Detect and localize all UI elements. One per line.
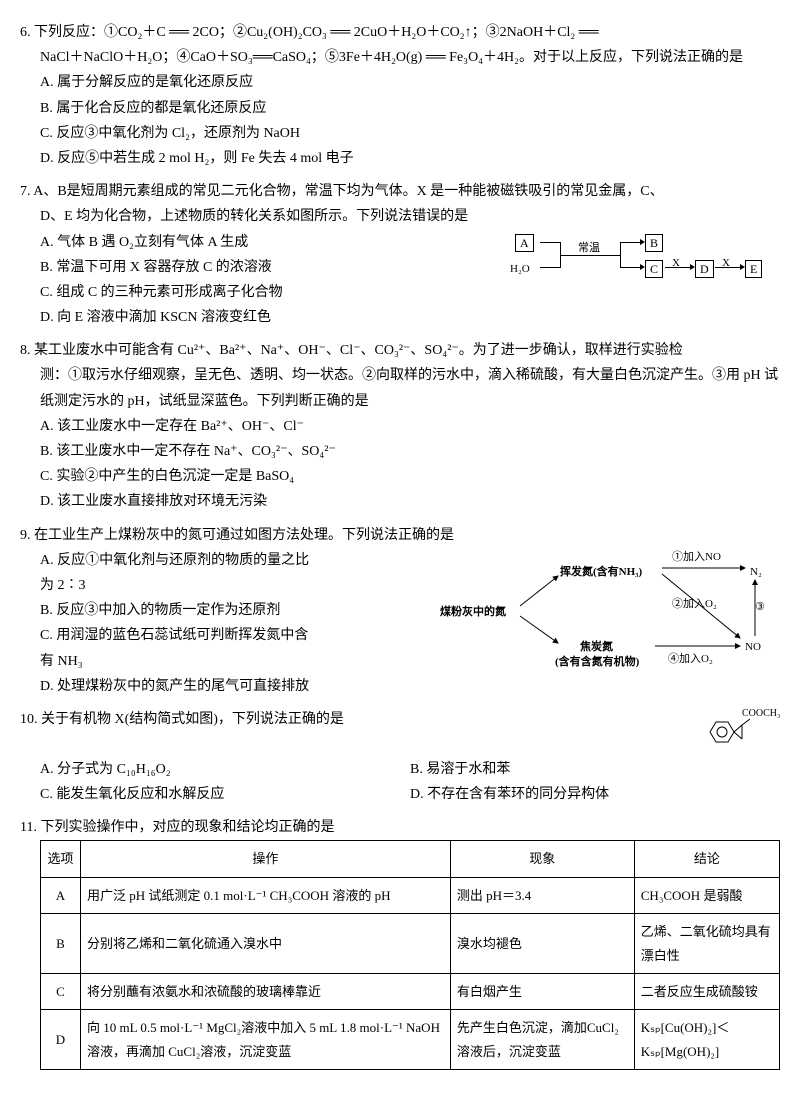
q7-stem2: D、E 均为化合物，上述物质的转化关系如图所示。下列说法错误的是 bbox=[20, 204, 780, 229]
q7-num: 7. bbox=[20, 184, 31, 199]
d7-box-d: D bbox=[695, 260, 714, 278]
q11-table: 选项 操作 现象 结论 A用广泛 pH 试纸测定 0.1 mol·L⁻¹ CH₃… bbox=[40, 840, 780, 1070]
q8-opt-c: C. 实验②中产生的白色沉淀一定是 BaSO₄ bbox=[20, 464, 780, 489]
table-cell: B bbox=[41, 914, 81, 974]
th-opt: 选项 bbox=[41, 841, 81, 877]
q8-opt-d: D. 该工业废水直接排放对环境无污染 bbox=[20, 489, 780, 514]
table-cell: A bbox=[41, 877, 81, 913]
q9-opt-c2: 有 NH₃ bbox=[20, 649, 440, 674]
table-cell: 向 10 mL 0.5 mol·L⁻¹ MgCl₂溶液中加入 5 mL 1.8 … bbox=[81, 1010, 451, 1070]
table-cell: D bbox=[41, 1010, 81, 1070]
question-7: 7. A、B是短周期元素组成的常见二元化合物，常温下均为气体。X 是一种能被磁铁… bbox=[20, 179, 780, 330]
q9-opt-a1: A. 反应①中氧化剂与还原剂的物质的量之比 bbox=[20, 548, 440, 573]
q9-opt-b: B. 反应③中加入的物质一定作为还原剂 bbox=[20, 598, 440, 623]
q10-row1: A. 分子式为 C₁₀H₁₆O₂ B. 易溶于水和苯 bbox=[20, 757, 780, 782]
q6-opt-d: D. 反应⑤中若生成 2 mol H₂，则 Fe 失去 4 mol 电子 bbox=[20, 146, 780, 171]
q10-mol-label: COOCH₃ bbox=[742, 705, 781, 723]
q8-stem1: 某工业废水中可能含有 Cu²⁺、Ba²⁺、Na⁺、OH⁻、Cl⁻、CO₃²⁻、S… bbox=[34, 343, 683, 358]
th-op: 操作 bbox=[81, 841, 451, 877]
table-cell: 二者反应生成硫酸铵 bbox=[634, 974, 779, 1010]
table-cell: 用广泛 pH 试纸测定 0.1 mol·L⁻¹ CH₃COOH 溶液的 pH bbox=[81, 877, 451, 913]
q9-num: 9. bbox=[20, 528, 31, 543]
q8-num: 8. bbox=[20, 343, 31, 358]
q7-opt-d: D. 向 E 溶液中滴加 KSCN 溶液变红色 bbox=[20, 305, 510, 330]
table-header-row: 选项 操作 现象 结论 bbox=[41, 841, 780, 877]
th-phen: 现象 bbox=[450, 841, 634, 877]
q8-opt-b: B. 该工业废水中一定不存在 Na⁺、CO₃²⁻、SO₄²⁻ bbox=[20, 439, 780, 464]
q10-row2: C. 能发生氧化反应和水解反应 D. 不存在含有苯环的同分异构体 bbox=[20, 782, 780, 807]
q10-molecule: COOCH₃ bbox=[700, 707, 780, 757]
q9-diagram: 煤粉灰中的氮 挥发氮(含有NH₃) 焦炭氮 (含有含氮有机物) N₂ NO ①加… bbox=[440, 548, 780, 678]
q6-opt-a: A. 属于分解反应的是氧化还原反应 bbox=[20, 70, 780, 95]
q6-stem2: NaCl＋NaClO＋H₂O；④CaO＋SO₃══CaSO₄；⑤3Fe＋4H₂O… bbox=[20, 45, 780, 70]
q6-opt-c: C. 反应③中氧化剂为 Cl₂，还原剂为 NaOH bbox=[20, 121, 780, 146]
q8-opt-a: A. 该工业废水中一定存在 Ba²⁺、OH⁻、Cl⁻ bbox=[20, 414, 780, 439]
q10-opt-b: B. 易溶于水和苯 bbox=[410, 757, 780, 782]
q11-num: 11. bbox=[20, 820, 37, 835]
table-cell: 有白烟产生 bbox=[450, 974, 634, 1010]
question-11: 11. 下列实验操作中，对应的现象和结论均正确的是 选项 操作 现象 结论 A用… bbox=[20, 815, 780, 1070]
d7-box-c: C bbox=[645, 260, 663, 278]
q7-diagram: A H₂O 常温 B C X D X E bbox=[510, 230, 780, 300]
q10-num: 10. bbox=[20, 712, 38, 727]
q10-stem: 关于有机物 X(结构简式如图)，下列说法正确的是 bbox=[41, 712, 344, 727]
question-9: 9. 在工业生产上煤粉灰中的氮可通过如图方法处理。下列说法正确的是 A. 反应①… bbox=[20, 523, 780, 699]
table-row: C将分别蘸有浓氨水和浓硫酸的玻璃棒靠近有白烟产生二者反应生成硫酸铵 bbox=[41, 974, 780, 1010]
table-row: D向 10 mL 0.5 mol·L⁻¹ MgCl₂溶液中加入 5 mL 1.8… bbox=[41, 1010, 780, 1070]
table-cell: 分别将乙烯和二氧化硫通入溴水中 bbox=[81, 914, 451, 974]
table-cell: 先产生白色沉淀，滴加CuCl₂溶液后，沉淀变蓝 bbox=[450, 1010, 634, 1070]
q7-stem1: A、B是短周期元素组成的常见二元化合物，常温下均为气体。X 是一种能被磁铁吸引的… bbox=[33, 184, 663, 199]
q6-stem1: 下列反应：①CO₂＋C ══ 2CO；②Cu₂(OH)₂CO₃ ══ 2CuO＋… bbox=[34, 25, 599, 40]
q7-opt-a: A. 气体 B 遇 O₂立刻有气体 A 生成 bbox=[20, 230, 510, 255]
q9-opt-c1: C. 用润湿的蓝色石蕊试纸可判断挥发氮中含 bbox=[20, 623, 440, 648]
d7-box-b: B bbox=[645, 234, 663, 252]
table-cell: 将分别蘸有浓氨水和浓硫酸的玻璃棒靠近 bbox=[81, 974, 451, 1010]
q11-tbody: A用广泛 pH 试纸测定 0.1 mol·L⁻¹ CH₃COOH 溶液的 pH测… bbox=[41, 877, 780, 1069]
question-10: 10. 关于有机物 X(结构简式如图)，下列说法正确的是 COOCH₃ A. 分… bbox=[20, 707, 780, 807]
q7-opt-b: B. 常温下可用 X 容器存放 C 的浓溶液 bbox=[20, 255, 510, 280]
q9-opt-d: D. 处理煤粉灰中的氮产生的尾气可直接排放 bbox=[20, 674, 440, 699]
d7-h2o: H₂O bbox=[510, 260, 530, 280]
q10-opt-a: A. 分子式为 C₁₀H₁₆O₂ bbox=[40, 757, 410, 782]
question-8: 8. 某工业废水中可能含有 Cu²⁺、Ba²⁺、Na⁺、OH⁻、Cl⁻、CO₃²… bbox=[20, 338, 780, 514]
table-row: A用广泛 pH 试纸测定 0.1 mol·L⁻¹ CH₃COOH 溶液的 pH测… bbox=[41, 877, 780, 913]
d7-box-e: E bbox=[745, 260, 762, 278]
q11-stem: 下列实验操作中，对应的现象和结论均正确的是 bbox=[40, 820, 334, 835]
q9-stem: 在工业生产上煤粉灰中的氮可通过如图方法处理。下列说法正确的是 bbox=[34, 528, 454, 543]
th-concl: 结论 bbox=[634, 841, 779, 877]
d7-x1: X bbox=[672, 254, 680, 274]
table-cell: CH₃COOH 是弱酸 bbox=[634, 877, 779, 913]
table-cell: 乙烯、二氧化硫均具有漂白性 bbox=[634, 914, 779, 974]
q6-num: 6. bbox=[20, 25, 31, 40]
d7-box-a: A bbox=[515, 234, 534, 252]
table-cell: Kₛₚ[Cu(OH)₂]＜Kₛₚ[Mg(OH)₂] bbox=[634, 1010, 779, 1070]
q6-opt-b: B. 属于化合反应的都是氧化还原反应 bbox=[20, 96, 780, 121]
q10-opt-d: D. 不存在含有苯环的同分异构体 bbox=[410, 782, 780, 807]
table-cell: 测出 pH＝3.4 bbox=[450, 877, 634, 913]
q8-stem2: 测：①取污水仔细观察，呈无色、透明、均一状态。②向取样的污水中，滴入稀硫酸，有大… bbox=[20, 363, 780, 413]
table-row: B分别将乙烯和二氧化硫通入溴水中溴水均褪色乙烯、二氧化硫均具有漂白性 bbox=[41, 914, 780, 974]
q7-opt-c: C. 组成 C 的三种元素可形成离子化合物 bbox=[20, 280, 510, 305]
d9-arrows bbox=[440, 548, 780, 678]
d7-x2: X bbox=[722, 254, 730, 274]
q9-opt-a2: 为 2∶3 bbox=[20, 573, 440, 598]
d7-changwen: 常温 bbox=[578, 239, 600, 259]
table-cell: C bbox=[41, 974, 81, 1010]
table-cell: 溴水均褪色 bbox=[450, 914, 634, 974]
q10-opt-c: C. 能发生氧化反应和水解反应 bbox=[40, 782, 410, 807]
question-6: 6. 下列反应：①CO₂＋C ══ 2CO；②Cu₂(OH)₂CO₃ ══ 2C… bbox=[20, 20, 780, 171]
